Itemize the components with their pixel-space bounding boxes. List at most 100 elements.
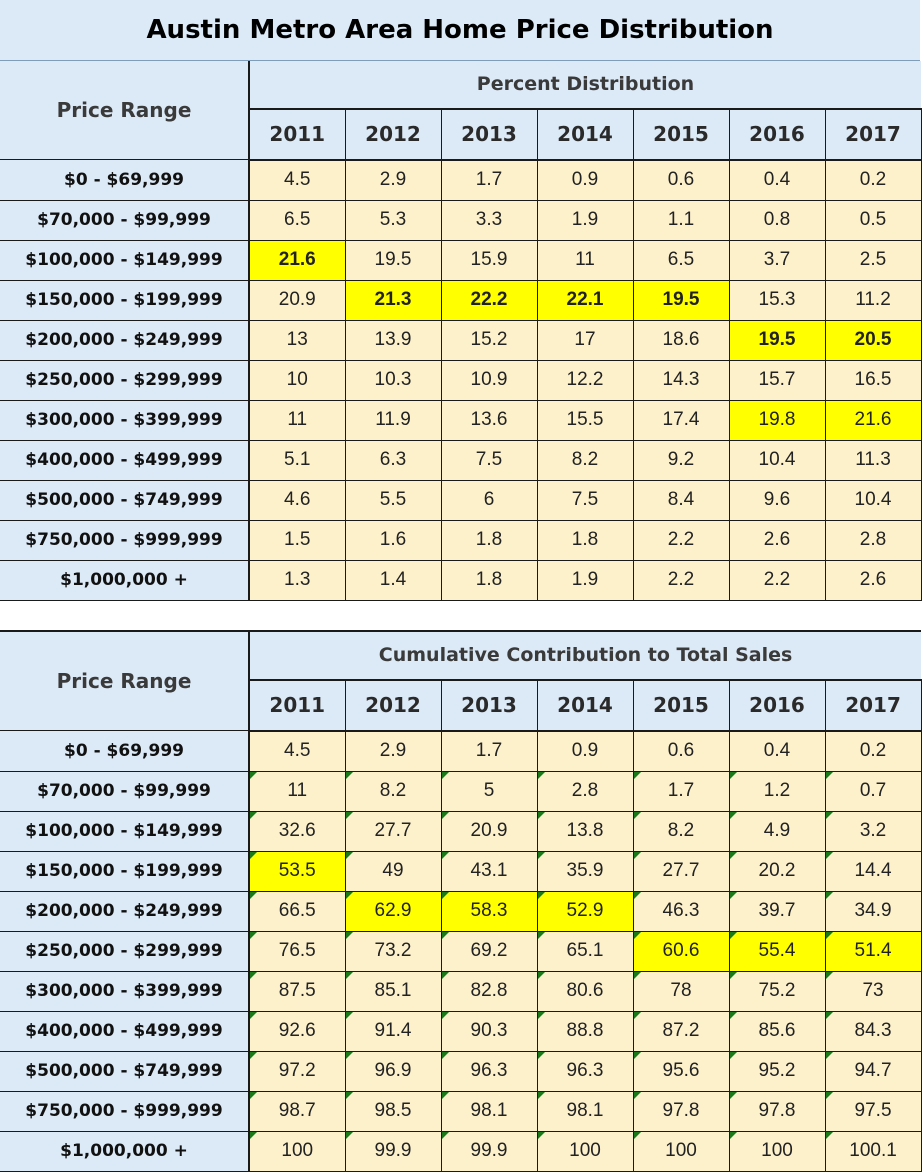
page-title: Austin Metro Area Home Price Distributio…: [0, 0, 920, 62]
value-cell: 51.4: [824, 930, 922, 972]
year-header: 2017: [824, 679, 922, 732]
value-cell: 69.2: [440, 930, 538, 972]
value-cell: 80.6: [536, 970, 634, 1012]
value-cell: 53.5: [248, 850, 346, 892]
value-cell: 92.6: [248, 1010, 346, 1052]
value-cell: 2.9: [344, 159, 442, 201]
table-row: $70,000 - $99,999 11 8.2 5 2.8 1.7 1.2 0.7: [0, 770, 922, 812]
value-cell: 96.9: [344, 1050, 442, 1092]
year-header: 2014: [536, 108, 634, 161]
value-cell: 1.9: [536, 559, 634, 601]
value-cell: 87.2: [632, 1010, 730, 1052]
value-cell: 100.1: [824, 1130, 922, 1172]
value-cell: 95.6: [632, 1050, 730, 1092]
value-cell: 1.7: [440, 159, 538, 201]
table-row: $0 - $69,999 4.5 2.9 1.7 0.9 0.6 0.4 0.2: [0, 730, 922, 772]
value-cell: 85.1: [344, 970, 442, 1012]
value-cell: 1.8: [440, 559, 538, 601]
value-cell: 3.3: [440, 199, 538, 241]
value-cell: 13: [248, 319, 346, 361]
value-cell: 96.3: [536, 1050, 634, 1092]
value-cell: 65.1: [536, 930, 634, 972]
table-row: $1,000,000 +100 99.9 99.9 100 100 100 100.1: [0, 1130, 922, 1172]
value-cell: 4.5: [248, 159, 346, 201]
value-cell: 22.2: [440, 279, 538, 321]
value-cell: 100: [536, 1130, 634, 1172]
cumulative-contribution-table: Price Range Cumulative Contribution to T…: [0, 630, 922, 1172]
value-cell: 100: [728, 1130, 826, 1172]
value-cell: 82.8: [440, 970, 538, 1012]
value-cell: 5.5: [344, 479, 442, 521]
table-row: $750,000 - $999,999 1.5 1.6 1.8 1.8 2.2 2.6 2.8: [0, 519, 922, 561]
value-cell: 34.9: [824, 890, 922, 932]
value-cell: 62.9: [344, 890, 442, 932]
price-range-label: $0 - $69,999: [0, 730, 250, 772]
value-cell: 0.9: [536, 159, 634, 201]
price-range-label: $300,000 - $399,999: [0, 399, 250, 441]
value-cell: 10.3: [344, 359, 442, 401]
year-header: 2017: [824, 108, 922, 161]
value-cell: 21.6: [824, 399, 922, 441]
value-cell: 11: [248, 399, 346, 441]
value-cell: 7.5: [440, 439, 538, 481]
value-cell: 55.4: [728, 930, 826, 972]
value-cell: 9.2: [632, 439, 730, 481]
value-cell: 46.3: [632, 890, 730, 932]
value-cell: 11.2: [824, 279, 922, 321]
value-cell: 97.8: [728, 1090, 826, 1132]
value-cell: 8.2: [536, 439, 634, 481]
value-cell: 13.9: [344, 319, 442, 361]
value-cell: 17.4: [632, 399, 730, 441]
table-row: $70,000 - $99,999 6.5 5.3 3.3 1.9 1.1 0.8 0.5: [0, 199, 922, 241]
value-cell: 1.7: [632, 770, 730, 812]
value-cell: 78: [632, 970, 730, 1012]
value-cell: 10.9: [440, 359, 538, 401]
year-header: 2015: [632, 679, 730, 732]
value-cell: 76.5: [248, 930, 346, 972]
value-cell: 13.6: [440, 399, 538, 441]
value-cell: 90.3: [440, 1010, 538, 1052]
value-cell: 27.7: [632, 850, 730, 892]
table-row: $400,000 - $499,999 92.6 91.4 90.3 88.8 87.2 8…: [0, 1010, 922, 1052]
value-cell: 14.3: [632, 359, 730, 401]
value-cell: 13.8: [536, 810, 634, 852]
value-cell: 1.2: [728, 770, 826, 812]
year-header: 2014: [536, 679, 634, 732]
value-cell: 1.4: [344, 559, 442, 601]
value-cell: 95.2: [728, 1050, 826, 1092]
value-cell: 8.4: [632, 479, 730, 521]
value-cell: 11: [248, 770, 346, 812]
value-cell: 11: [536, 239, 634, 281]
value-cell: 35.9: [536, 850, 634, 892]
value-cell: 91.4: [344, 1010, 442, 1052]
value-cell: 15.3: [728, 279, 826, 321]
value-cell: 88.8: [536, 1010, 634, 1052]
price-range-label: $70,000 - $99,999: [0, 770, 250, 812]
value-cell: 0.7: [824, 770, 922, 812]
value-cell: 66.5: [248, 890, 346, 932]
value-cell: 15.9: [440, 239, 538, 281]
value-cell: 12.2: [536, 359, 634, 401]
year-header: 2013: [440, 108, 538, 161]
value-cell: 21.6: [248, 239, 346, 281]
value-cell: 84.3: [824, 1010, 922, 1052]
value-cell: 75.2: [728, 970, 826, 1012]
value-cell: 1.8: [536, 519, 634, 561]
value-cell: 97.5: [824, 1090, 922, 1132]
value-cell: 39.7: [728, 890, 826, 932]
value-cell: 96.3: [440, 1050, 538, 1092]
value-cell: 2.2: [632, 559, 730, 601]
value-cell: 5.1: [248, 439, 346, 481]
value-cell: 85.6: [728, 1010, 826, 1052]
value-cell: 1.7: [440, 730, 538, 772]
value-cell: 4.6: [248, 479, 346, 521]
table-row: $250,000 - $299,999 76.5 73.2 69.2 65.1 60.6 5…: [0, 930, 922, 972]
value-cell: 98.1: [440, 1090, 538, 1132]
value-cell: 52.9: [536, 890, 634, 932]
value-cell: 0.6: [632, 730, 730, 772]
value-cell: 49: [344, 850, 442, 892]
price-range-label: $250,000 - $299,999: [0, 930, 250, 972]
year-header: 2015: [632, 108, 730, 161]
value-cell: 1.6: [344, 519, 442, 561]
value-cell: 20.5: [824, 319, 922, 361]
